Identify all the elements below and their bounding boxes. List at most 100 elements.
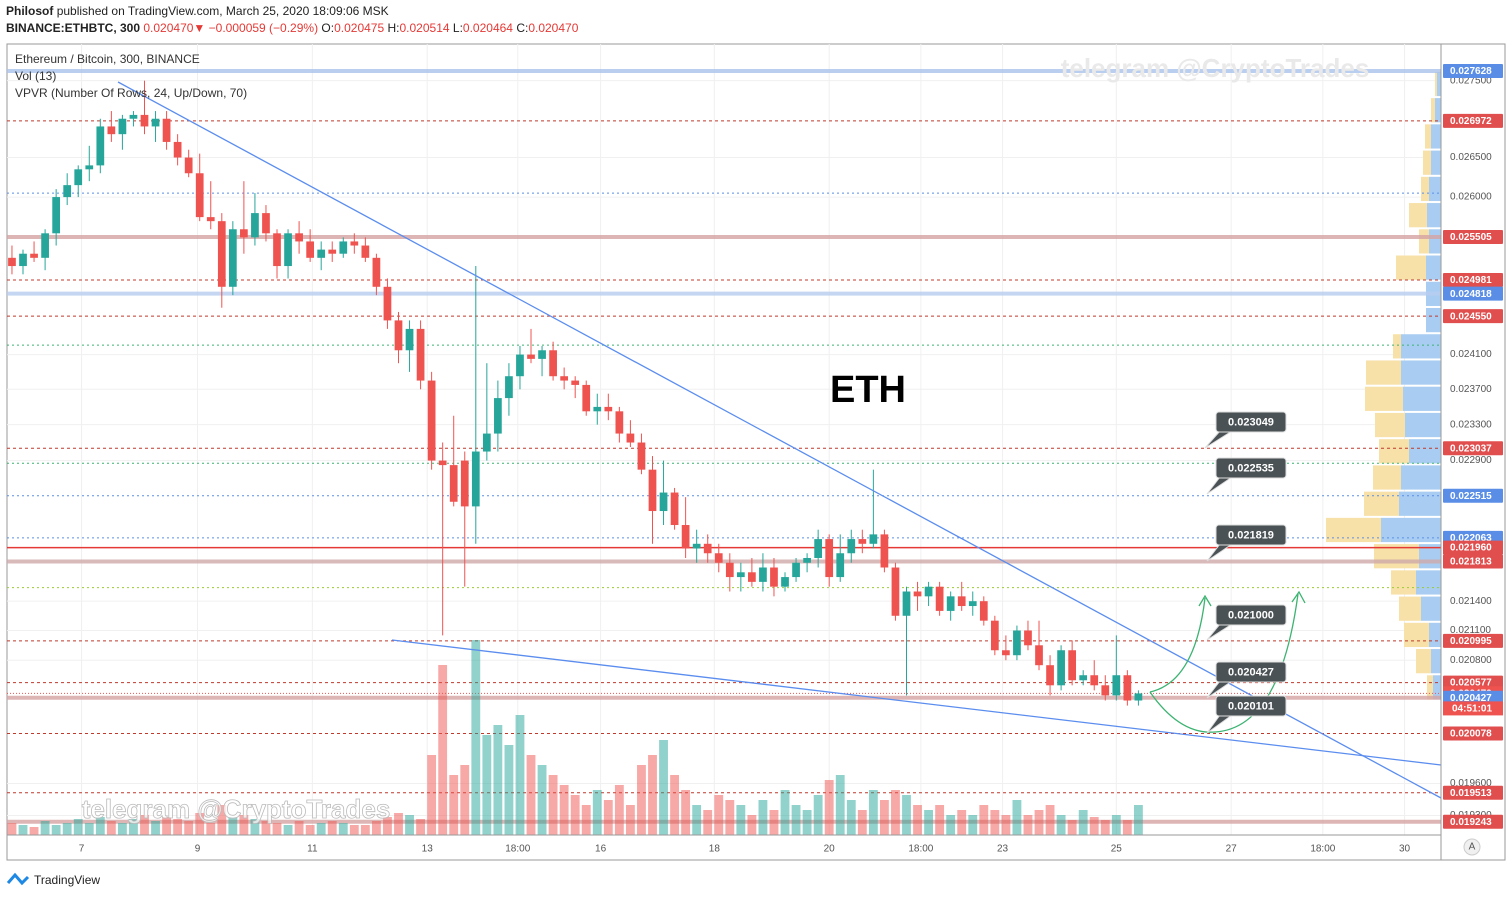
candle-body — [924, 586, 933, 597]
candle-body — [482, 433, 491, 452]
volume-bar — [891, 790, 900, 835]
candle-body — [1057, 650, 1065, 686]
x-tick-label: 25 — [1111, 844, 1123, 855]
volume-bar — [747, 815, 757, 835]
candle-body — [240, 229, 248, 238]
candle-body — [195, 173, 204, 218]
candle-body — [880, 534, 889, 568]
callout-label: 0.021000 — [1228, 609, 1274, 621]
arrow-path — [1149, 597, 1206, 693]
vpvr-down — [1365, 386, 1403, 411]
price-tag — [1443, 554, 1503, 569]
volume-bar — [18, 825, 28, 835]
volume-bar — [1067, 820, 1077, 835]
volume-bar — [548, 775, 558, 835]
candle-body — [1024, 630, 1032, 646]
candle-body — [107, 126, 116, 135]
volume-bar — [106, 821, 116, 835]
footer: TradingView — [6, 872, 100, 887]
volume-bar — [637, 765, 646, 835]
candle-body — [372, 257, 381, 287]
l-value: 0.020464 — [463, 21, 513, 35]
volume-bar — [714, 795, 724, 835]
callout-box — [1215, 524, 1287, 546]
vpvr-down — [1404, 622, 1429, 648]
y-tick-label: 0.026000 — [1450, 192, 1492, 203]
candle-body — [759, 567, 767, 582]
volume-bar — [1023, 815, 1033, 835]
volume-bar — [217, 805, 227, 835]
x-tick-label: 20 — [824, 844, 836, 855]
candle-body — [284, 233, 292, 267]
vpvr-down — [1416, 649, 1431, 674]
price-tag — [1443, 309, 1503, 324]
candle-body — [306, 241, 315, 258]
x-tick-label: 23 — [997, 844, 1009, 855]
symbol-legend: Ethereum / Bitcoin, 300, BINANCE — [15, 52, 200, 66]
candle-body — [494, 398, 502, 434]
volume-bar — [504, 745, 514, 835]
volume-bar — [957, 810, 967, 835]
volume-bar — [294, 821, 304, 835]
candle-body — [217, 221, 226, 287]
volume-bar — [515, 715, 525, 835]
watermark: telegram @CryptoTrades — [1061, 53, 1370, 83]
candle-body — [394, 320, 403, 351]
vpvr-up — [1435, 98, 1441, 123]
x-tick-label: 18:00 — [908, 844, 933, 855]
volume-bar — [648, 755, 657, 835]
candle-body — [19, 253, 27, 267]
vpvr-up — [1427, 203, 1441, 228]
volume-bar — [913, 805, 922, 835]
candle-body — [383, 286, 392, 321]
vpvr-down — [1393, 334, 1401, 359]
y-tick-label: 0.022900 — [1450, 455, 1492, 466]
volume-bar — [140, 815, 149, 835]
auto-scale-button[interactable] — [1463, 838, 1481, 856]
candle-body — [571, 380, 580, 385]
auto-scale-label[interactable]: A — [1469, 842, 1476, 853]
candle-body — [471, 451, 480, 507]
volume-bar — [1122, 820, 1132, 835]
volume-bar — [902, 795, 911, 835]
candle-body — [913, 591, 922, 597]
price-tag-label: 0.025505 — [1450, 232, 1492, 243]
y-tick-label: 0.021100 — [1450, 625, 1491, 636]
vpvr-down — [1409, 203, 1427, 228]
candle-body — [659, 492, 668, 512]
vpvr-up — [1401, 360, 1441, 385]
change: −0.000059 (−0.29%) — [209, 21, 318, 35]
callout-box — [1215, 457, 1287, 479]
volume-bar — [1078, 810, 1088, 835]
volume-bar — [438, 665, 448, 835]
candle-body — [990, 620, 999, 651]
candle-body — [692, 543, 701, 549]
volume-bar — [338, 823, 348, 835]
price-tag — [1443, 726, 1503, 741]
price-tag — [1443, 488, 1503, 503]
callout-label: 0.020427 — [1228, 666, 1274, 678]
candle-body — [736, 572, 745, 578]
price-tag-label: 0.020995 — [1450, 636, 1492, 647]
candle-body — [725, 562, 734, 578]
price-tag-label: 0.020078 — [1450, 729, 1492, 740]
volume-bar — [979, 805, 989, 835]
candle-body — [30, 253, 38, 258]
volume-bar — [272, 823, 282, 835]
price-tag — [1443, 690, 1503, 705]
arrow-path — [1149, 593, 1299, 733]
vpvr-down — [1396, 255, 1426, 280]
candle-body — [140, 114, 149, 127]
volume-bar — [371, 821, 381, 835]
chart-frame — [6, 43, 1506, 861]
callout-label: 0.023049 — [1228, 416, 1274, 428]
logo — [6, 872, 30, 886]
candle-body — [151, 118, 160, 127]
candle-body — [1101, 685, 1110, 696]
volume-bar — [349, 825, 359, 835]
price-tag-label: 0.021813 — [1450, 557, 1492, 568]
candle-body — [41, 233, 49, 258]
x-tick-label: 13 — [422, 844, 434, 855]
price-tag-label: 0.020577 — [1450, 678, 1492, 689]
